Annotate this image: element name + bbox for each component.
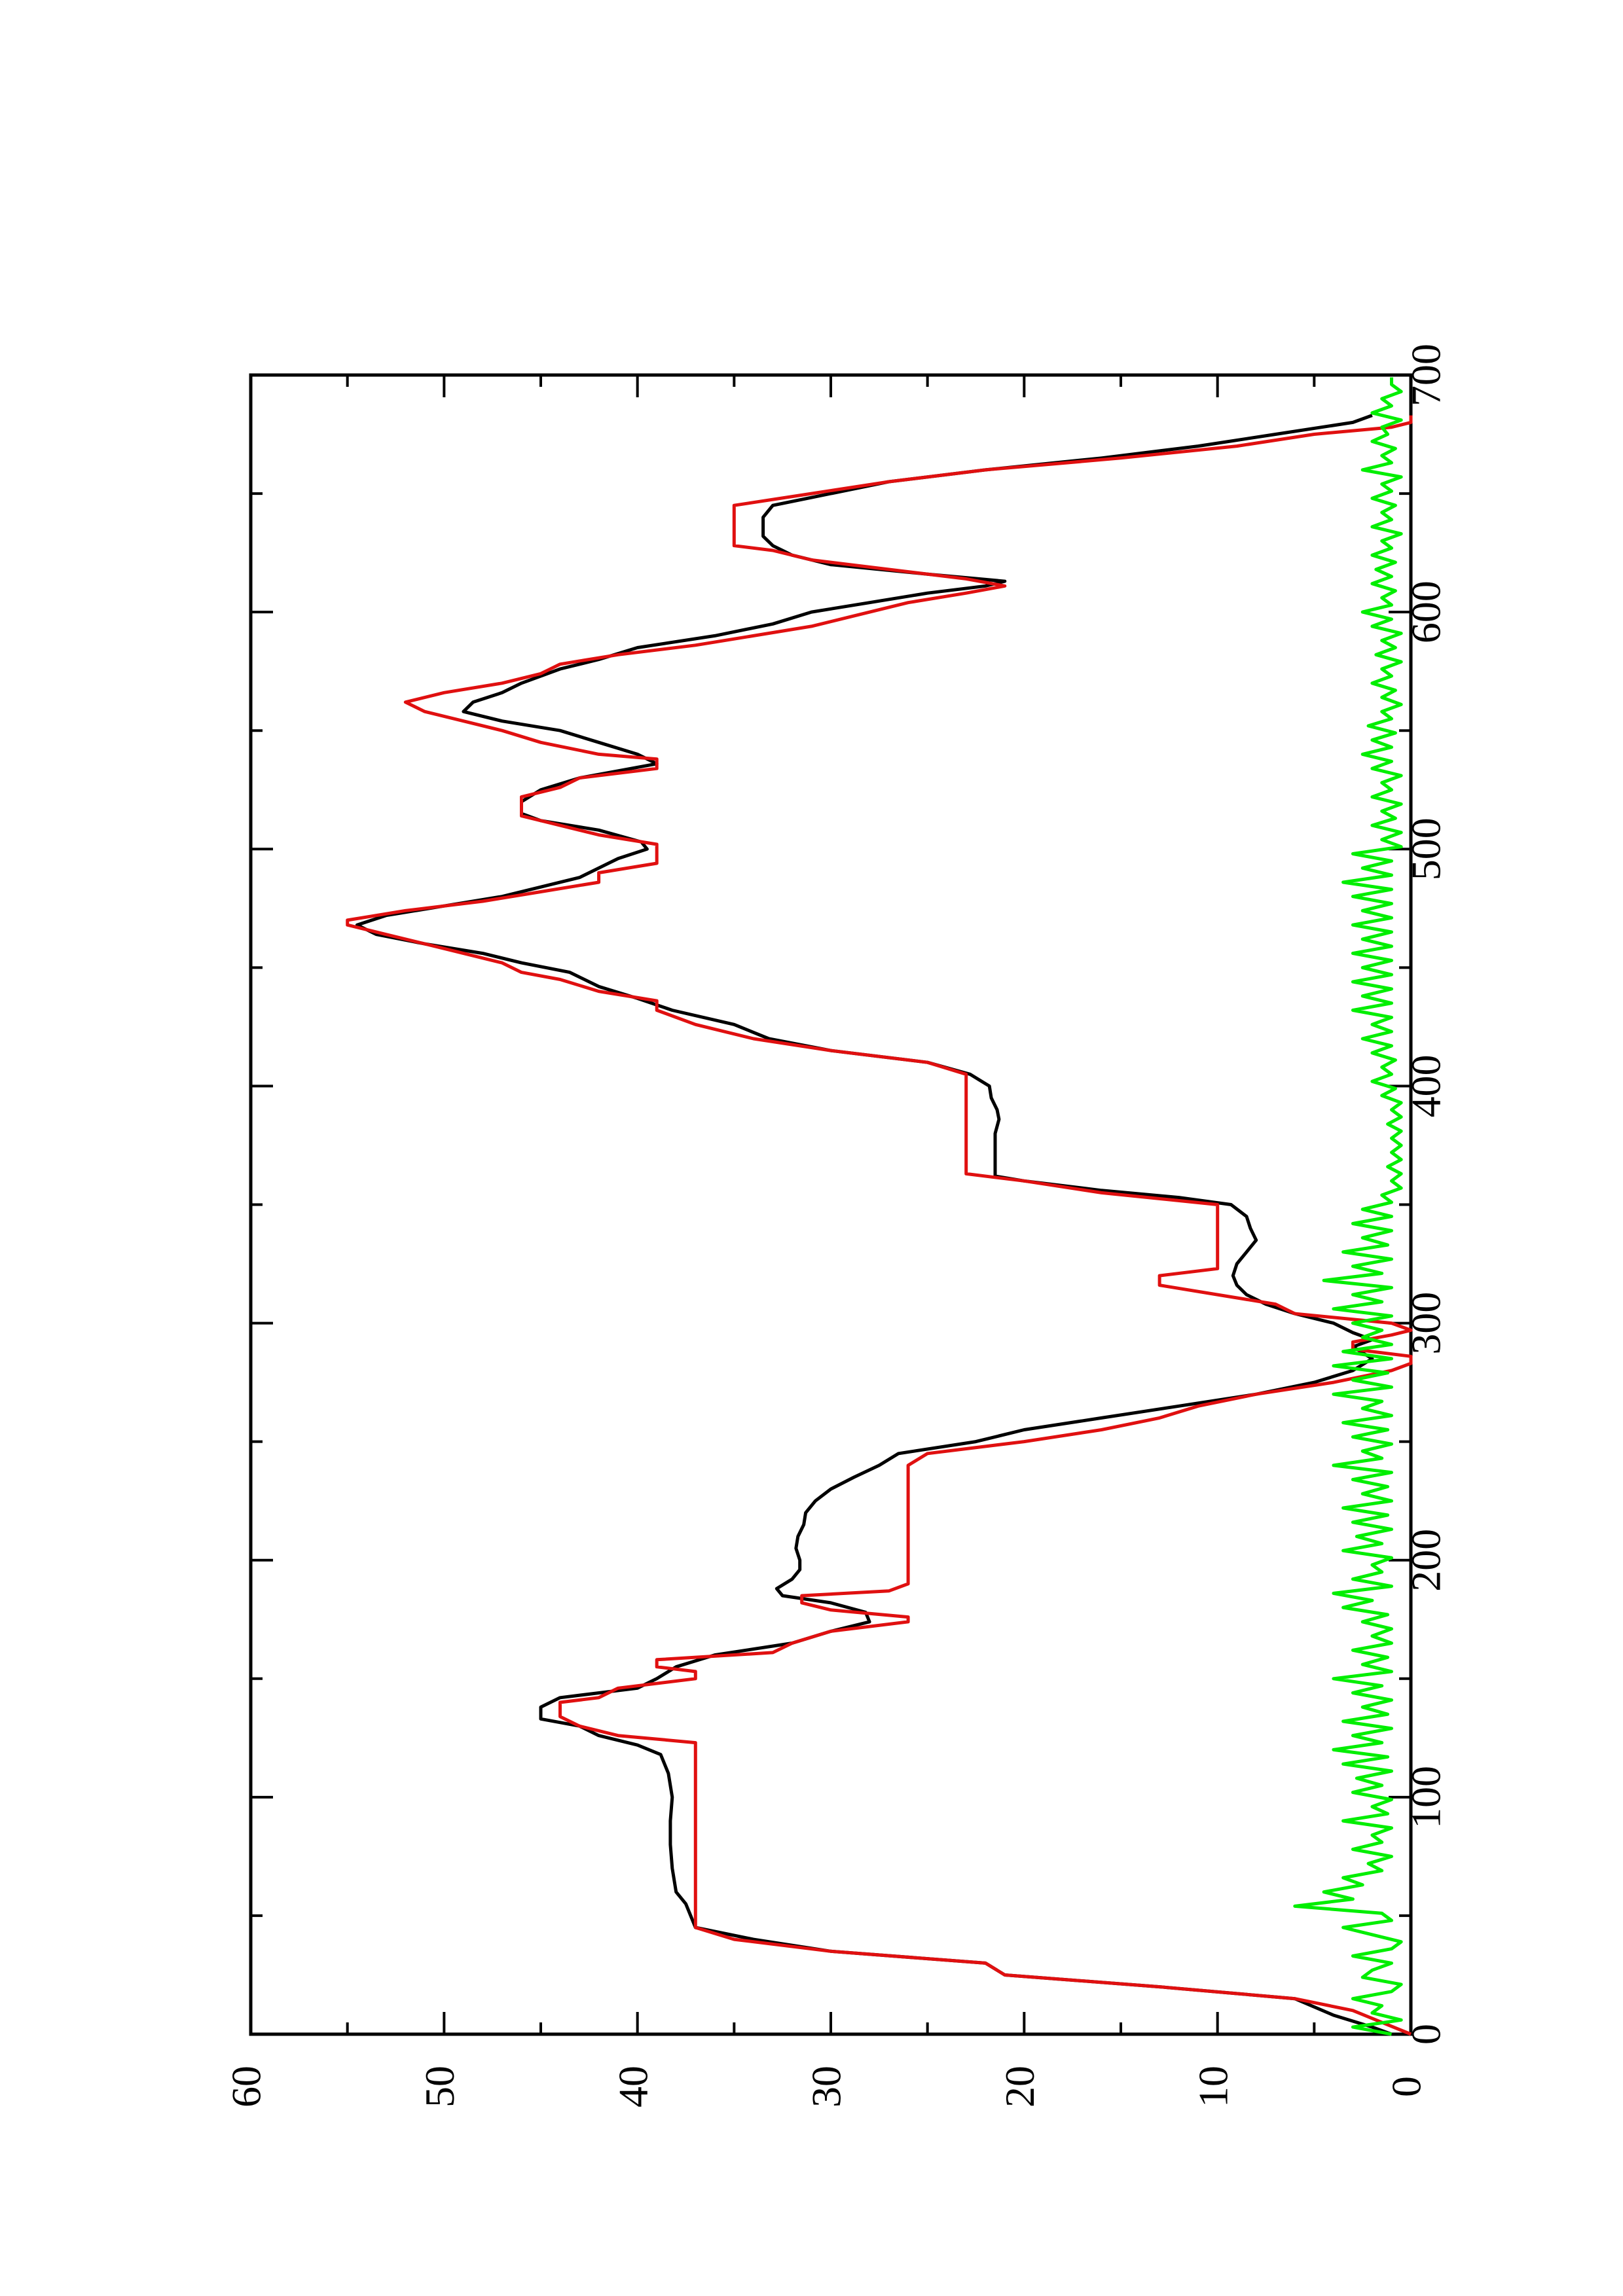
y-tick-label: 10: [1190, 2066, 1236, 2108]
series-line-1: [355, 414, 1393, 2036]
x-tick-label: 600: [1403, 581, 1450, 643]
x-tick-label: 100: [1403, 1766, 1450, 1829]
x-tick-label: 400: [1403, 1054, 1450, 1117]
x-tick-label: 500: [1403, 817, 1450, 880]
plot-frame: [249, 373, 1413, 2036]
series-line-3: [1293, 377, 1403, 2036]
x-tick-label: 700: [1403, 344, 1450, 406]
y-tick-label: 40: [610, 2066, 656, 2108]
y-tick-label: 60: [223, 2066, 270, 2108]
y-tick-label: 50: [416, 2066, 463, 2108]
y-tick-label: 0: [1383, 2076, 1430, 2097]
series-line-2: [346, 415, 1413, 2036]
x-tick-label: 200: [1403, 1529, 1450, 1592]
axis-ticks: [249, 374, 1412, 2036]
y-tick-label: 30: [803, 2066, 850, 2108]
series-group: [346, 377, 1413, 2036]
y-tick-label: 20: [996, 2066, 1043, 2108]
x-tick-label: 300: [1403, 1292, 1450, 1355]
